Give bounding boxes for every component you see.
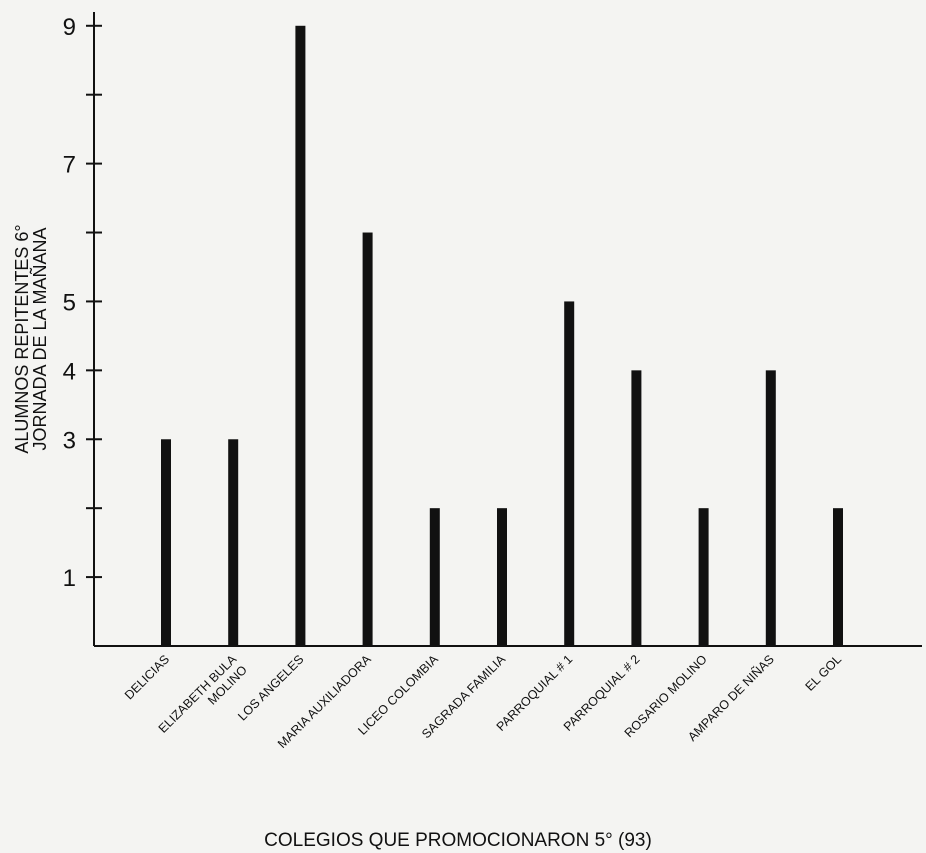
y-axis-title-line-2: JORNADA DE LA MAÑANA — [29, 227, 50, 450]
category-label: LOS ANGELES — [235, 652, 306, 723]
category-label: ELIZABETH BULAMOLINO — [156, 652, 251, 747]
category-label: EL GOL — [803, 652, 845, 694]
bar — [161, 439, 171, 646]
bars — [161, 25, 843, 647]
axes — [93, 12, 922, 647]
category-label-line: EL GOL — [803, 652, 845, 694]
y-tick-label: 3 — [63, 427, 76, 454]
bar — [564, 301, 575, 646]
bar — [295, 25, 306, 647]
bar — [631, 370, 642, 646]
y-tick-label: 4 — [63, 358, 76, 385]
y-tick-label: 9 — [63, 14, 76, 41]
bar — [362, 232, 373, 647]
category-label-line: DELICIAS — [122, 652, 172, 702]
category-label: DELICIAS — [122, 652, 172, 702]
bar — [497, 508, 507, 646]
category-label-line: LOS ANGELES — [235, 652, 306, 723]
x-axis-title: COLEGIOS QUE PROMOCIONARON 5° (93) — [264, 830, 652, 851]
bar — [765, 370, 776, 646]
y-tick-label: 7 — [63, 152, 76, 179]
y-ticks: 1 3 4 5 7 9 — [63, 14, 102, 592]
y-tick-label: 5 — [63, 289, 76, 316]
y-axis-title-line-1: ALUMNOS REPITENTES 6° — [12, 224, 32, 453]
bar — [228, 439, 239, 646]
bar — [698, 508, 709, 646]
y-tick-label: 1 — [63, 565, 76, 592]
bar — [429, 508, 440, 646]
bar — [833, 508, 843, 646]
